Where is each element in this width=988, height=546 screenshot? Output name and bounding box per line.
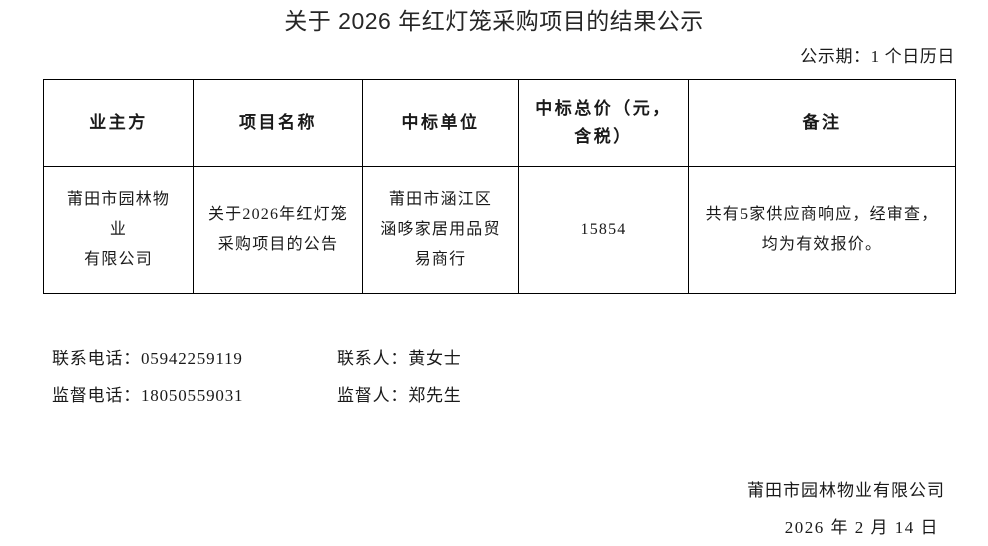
issuer-name: 莆田市园林物业有限公司: [747, 481, 945, 500]
column-header-remark: 备注: [688, 79, 956, 167]
cell-owner-line-3: 有限公司: [84, 251, 153, 268]
cell-winning-supplier-line-2: 涵哆家居用品贸: [380, 221, 501, 238]
publicity-period-text: 公示期：1 个日历日: [800, 47, 955, 66]
contact-row-supervision: 监督电话：18050559031 监督人：郑先生: [52, 377, 462, 414]
table-header: 业主方 项目名称 中标单位 中标总价（元， 含税） 备注: [43, 79, 956, 167]
bid-result-table: 业主方 项目名称 中标单位 中标总价（元， 含税） 备注 莆田市园林物 业 有限…: [43, 79, 956, 294]
column-header-price-line-2: 含税）: [574, 127, 633, 146]
cell-remark-line-1: 共有5家供应商响应，经审查，: [705, 206, 939, 223]
supervision-phone-label: 监督电话：18050559031: [52, 386, 244, 405]
cell-remark: 共有5家供应商响应，经审查， 均为有效报价。: [688, 166, 956, 294]
contact-information: 联系电话：05942259119 联系人：黄女士 监督电话：18050559031…: [52, 340, 462, 414]
table-body: 莆田市园林物 业 有限公司 关于2026年红灯笼 采购项目的公告 莆田市涵江区 …: [43, 166, 956, 294]
cell-remark-line-2: 均为有效报价。: [761, 236, 883, 253]
column-header-price-line-1: 中标总价（元，: [535, 99, 672, 118]
column-header-owner: 业主方: [43, 79, 194, 167]
column-header-price: 中标总价（元， 含税）: [518, 79, 689, 167]
table-header-row: 业主方 项目名称 中标单位 中标总价（元， 含税） 备注: [43, 79, 956, 167]
signature-block: 莆田市园林物业有限公司 2026 年 2 月 14 日: [747, 472, 945, 546]
cell-owner-line-1: 莆田市园林物: [66, 191, 171, 208]
issue-date: 2026 年 2 月 14 日: [784, 518, 939, 537]
supervisor-label: 监督人：郑先生: [337, 386, 462, 405]
cell-project-name: 关于2026年红灯笼 采购项目的公告: [193, 166, 363, 294]
cell-project-name-line-2: 采购项目的公告: [217, 236, 339, 253]
contact-row-primary: 联系电话：05942259119 联系人：黄女士: [52, 340, 462, 377]
cell-owner: 莆田市园林物 业 有限公司: [43, 166, 194, 294]
cell-owner-line-2: 业: [109, 221, 128, 238]
contact-person-label: 联系人：黄女士: [337, 349, 462, 368]
column-header-project: 项目名称: [193, 79, 363, 167]
table-row: 莆田市园林物 业 有限公司 关于2026年红灯笼 采购项目的公告 莆田市涵江区 …: [43, 166, 956, 294]
cell-winning-price: 15854: [518, 166, 689, 294]
page-title: 关于 2026 年红灯笼采购项目的结果公示: [284, 8, 704, 34]
cell-project-name-line-1: 关于2026年红灯笼: [207, 206, 348, 223]
cell-winning-supplier-line-1: 莆田市涵江区: [388, 191, 493, 208]
column-header-winner: 中标单位: [362, 79, 519, 167]
cell-winning-supplier: 莆田市涵江区 涵哆家居用品贸 易商行: [362, 166, 519, 294]
cell-winning-supplier-line-3: 易商行: [414, 251, 467, 268]
contact-phone-label: 联系电话：05942259119: [52, 349, 243, 368]
